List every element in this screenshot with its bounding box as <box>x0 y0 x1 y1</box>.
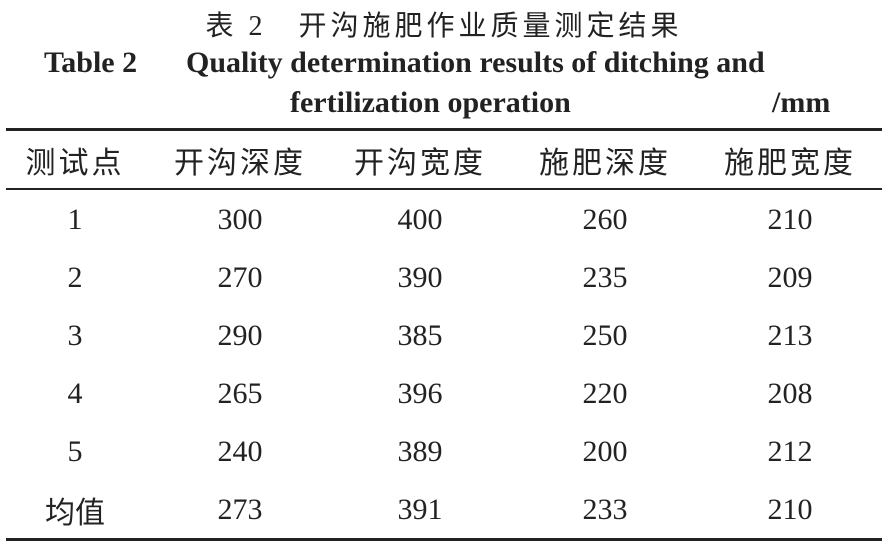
header-rule <box>6 188 882 190</box>
table-cell: 400 <box>397 203 443 236</box>
caption-en-line: Quality determination results of ditchin… <box>186 46 765 79</box>
table-cell: 220 <box>582 377 628 410</box>
table-cell: 3 <box>67 319 83 352</box>
table-cell: 213 <box>767 319 813 352</box>
unit: /mm <box>772 86 831 119</box>
table-cell: 391 <box>397 493 443 526</box>
table-cell: 209 <box>767 261 813 294</box>
table-cell: 212 <box>767 435 813 468</box>
table-cell: 均值 <box>45 497 105 530</box>
table-cell: 250 <box>582 319 628 352</box>
table-cell: 396 <box>397 377 443 410</box>
header-cell: 施肥宽度 <box>724 147 856 180</box>
table-cell: 273 <box>217 493 263 526</box>
header-cell: 测试点 <box>25 147 125 180</box>
table-cell: 265 <box>217 377 263 410</box>
header-cell: 开沟深度 <box>174 147 306 180</box>
top-rule <box>6 128 882 131</box>
bottom-rule <box>6 538 882 541</box>
caption-label: Table 2 <box>44 46 138 79</box>
table-cell: 1 <box>67 203 83 236</box>
table-cell: 300 <box>217 203 263 236</box>
caption-cn: 表 2 开沟施肥作业质量测定结果 <box>205 11 683 42</box>
header-cell: 施肥深度 <box>539 147 671 180</box>
table-cell: 240 <box>217 435 263 468</box>
table-cell: 235 <box>582 261 628 294</box>
table-cell: 200 <box>582 435 628 468</box>
table-cell: 270 <box>217 261 263 294</box>
header-cell: 开沟宽度 <box>354 147 486 180</box>
table-cell: 210 <box>767 203 813 236</box>
table-cell: 4 <box>67 377 83 410</box>
caption-en-line: fertilization operation <box>290 86 571 119</box>
table-cell: 233 <box>582 493 628 526</box>
table-cell: 5 <box>67 435 83 468</box>
table-cell: 260 <box>582 203 628 236</box>
table-cell: 208 <box>767 377 813 410</box>
table-cell: 385 <box>397 319 443 352</box>
table-cell: 290 <box>217 319 263 352</box>
table-cell: 390 <box>397 261 443 294</box>
table-cell: 210 <box>767 493 813 526</box>
table-cell: 2 <box>67 261 83 294</box>
table-cell: 389 <box>397 435 443 468</box>
